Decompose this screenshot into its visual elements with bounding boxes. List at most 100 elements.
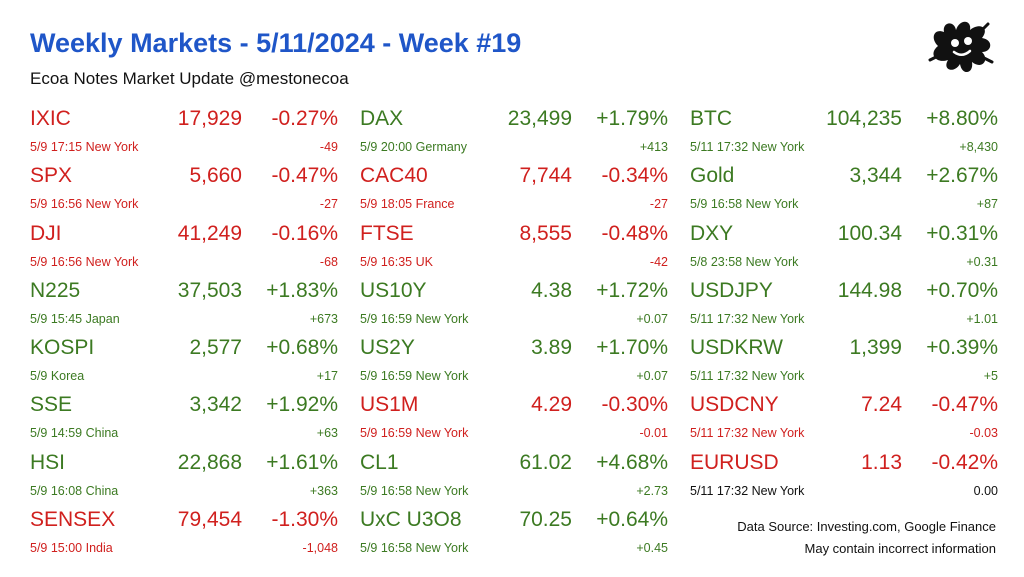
market-percent-change: -0.30% bbox=[601, 393, 668, 417]
market-timestamp: 5/8 23:58 New York bbox=[690, 254, 799, 269]
data-source-text: Data Source: Investing.com, Google Finan… bbox=[737, 519, 996, 534]
market-timestamp: 5/11 17:32 New York bbox=[690, 483, 805, 498]
market-item-us2y: US2Y 3.89 +1.70% 5/9 16:59 New York +0.07 bbox=[360, 333, 670, 390]
market-item-kospi: KOSPI 2,577 +0.68% 5/9 Korea +17 bbox=[30, 333, 340, 390]
market-timestamp: 5/9 16:58 New York bbox=[690, 197, 799, 212]
market-symbol: DJI bbox=[30, 221, 62, 245]
market-abs-change: -42 bbox=[649, 254, 668, 269]
market-price: 144.98 bbox=[837, 278, 902, 302]
market-timestamp: 5/9 16:08 China bbox=[30, 483, 119, 498]
market-symbol: USDKRW bbox=[690, 336, 783, 360]
market-symbol: KOSPI bbox=[30, 336, 95, 360]
market-abs-change: +87 bbox=[976, 197, 998, 212]
market-symbol: Gold bbox=[690, 164, 735, 188]
market-price: 8,555 bbox=[519, 221, 572, 245]
market-percent-change: -0.34% bbox=[601, 164, 668, 188]
market-symbol: CAC40 bbox=[360, 164, 428, 188]
market-item-usdcny: USDCNY 7.24 -0.47% 5/11 17:32 New York -0.03 bbox=[690, 390, 1000, 447]
market-item-spx: SPX 5,660 -0.47% 5/9 16:56 New York -27 bbox=[30, 161, 340, 218]
market-price: 22,868 bbox=[177, 450, 242, 474]
market-timestamp: 5/9 Korea bbox=[30, 369, 85, 384]
market-item-n225: N225 37,503 +1.83% 5/9 15:45 Japan +673 bbox=[30, 276, 340, 333]
market-price: 79,454 bbox=[177, 508, 242, 532]
ink-blot-face-icon bbox=[928, 21, 994, 73]
market-percent-change: +1.61% bbox=[266, 450, 338, 474]
market-percent-change: +0.39% bbox=[926, 336, 998, 360]
market-symbol: N225 bbox=[30, 278, 81, 302]
market-symbol: SENSEX bbox=[30, 508, 116, 532]
market-timestamp: 5/9 18:05 France bbox=[360, 197, 455, 212]
market-symbol: HSI bbox=[30, 450, 66, 474]
market-item-cac40: CAC40 7,744 -0.34% 5/9 18:05 France -27 bbox=[360, 161, 670, 218]
market-abs-change: +413 bbox=[639, 140, 668, 154]
market-symbol: DXY bbox=[690, 221, 734, 245]
market-percent-change: +4.68% bbox=[596, 450, 668, 474]
market-column-indices: IXIC 17,929 -0.27% 5/9 17:15 New York -49 SPX… bbox=[30, 104, 340, 562]
market-item-ixic: IXIC 17,929 -0.27% 5/9 17:15 New York -49 bbox=[30, 104, 340, 161]
market-timestamp: 5/9 20:00 Germany bbox=[360, 140, 468, 154]
market-abs-change: +1.01 bbox=[966, 311, 998, 326]
market-symbol: DAX bbox=[360, 107, 404, 130]
market-price: 37,503 bbox=[177, 278, 242, 302]
market-price: 104,235 bbox=[826, 107, 902, 130]
market-price: 4.29 bbox=[531, 393, 572, 417]
market-percent-change: +1.92% bbox=[266, 393, 338, 417]
market-timestamp: 5/9 16:58 New York bbox=[360, 483, 469, 498]
market-symbol: USDCNY bbox=[690, 393, 779, 417]
market-symbol: SPX bbox=[30, 164, 73, 188]
market-symbol: USDJPY bbox=[690, 278, 773, 302]
market-abs-change: +0.07 bbox=[636, 311, 668, 326]
market-abs-change: +673 bbox=[309, 311, 338, 326]
market-item-uxc-u3o8: UxC U3O8 70.25 +0.64% 5/9 16:58 New York +0.… bbox=[360, 505, 670, 562]
market-abs-change: -49 bbox=[319, 140, 338, 154]
market-item-dxy: DXY 100.34 +0.31% 5/8 23:58 New York +0.31 bbox=[690, 219, 1000, 276]
market-item-gold: Gold 3,344 +2.67% 5/9 16:58 New York +87 bbox=[690, 161, 1000, 218]
market-percent-change: +1.79% bbox=[596, 107, 668, 130]
market-percent-change: +0.31% bbox=[926, 221, 998, 245]
market-abs-change: -27 bbox=[649, 197, 668, 212]
market-percent-change: -0.47% bbox=[931, 393, 998, 417]
market-abs-change: +8,430 bbox=[959, 140, 998, 154]
market-price: 3,344 bbox=[849, 164, 902, 188]
market-price: 4.38 bbox=[531, 278, 572, 302]
market-timestamp: 5/9 16:59 New York bbox=[360, 426, 469, 441]
market-percent-change: +0.68% bbox=[266, 336, 338, 360]
market-abs-change: -68 bbox=[319, 254, 338, 269]
market-abs-change: -1,048 bbox=[302, 541, 338, 556]
market-item-dji: DJI 41,249 -0.16% 5/9 16:56 New York -68 bbox=[30, 219, 340, 276]
market-item-dax: DAX 23,499 +1.79% 5/9 20:00 Germany +413 bbox=[360, 104, 670, 161]
page-title: Weekly Markets - 5/11/2024 - Week #19 bbox=[30, 28, 522, 58]
market-price: 1.13 bbox=[861, 450, 902, 474]
market-timestamp: 5/11 17:32 New York bbox=[690, 140, 805, 154]
market-price: 7,744 bbox=[519, 164, 572, 188]
market-price: 3,342 bbox=[189, 393, 242, 417]
page-subtitle: Ecoa Notes Market Update @mestonecoa bbox=[30, 69, 349, 88]
market-symbol: SSE bbox=[30, 393, 73, 417]
market-percent-change: -1.30% bbox=[271, 508, 338, 532]
market-symbol: FTSE bbox=[360, 221, 414, 245]
market-abs-change: 0.00 bbox=[973, 483, 998, 498]
market-price: 70.25 bbox=[519, 508, 572, 532]
market-timestamp: 5/9 16:35 UK bbox=[360, 254, 433, 269]
market-item-us1m: US1M 4.29 -0.30% 5/9 16:59 New York -0.01 bbox=[360, 390, 670, 447]
market-timestamp: 5/9 14:59 China bbox=[30, 426, 119, 441]
market-abs-change: -0.01 bbox=[639, 426, 669, 441]
market-abs-change: +5 bbox=[983, 369, 998, 384]
market-timestamp: 5/9 17:15 New York bbox=[30, 140, 139, 154]
market-price: 1,399 bbox=[849, 336, 902, 360]
market-percent-change: +1.83% bbox=[266, 278, 338, 302]
market-symbol: BTC bbox=[690, 107, 732, 130]
market-abs-change: -27 bbox=[319, 197, 338, 212]
market-symbol: EURUSD bbox=[690, 450, 779, 474]
market-price: 61.02 bbox=[519, 450, 572, 474]
market-price: 41,249 bbox=[177, 221, 242, 245]
market-abs-change: +363 bbox=[309, 483, 338, 498]
market-timestamp: 5/9 15:45 Japan bbox=[30, 311, 120, 326]
market-item-cl1: CL1 61.02 +4.68% 5/9 16:58 New York +2.73 bbox=[360, 448, 670, 505]
market-column-europe-rates: DAX 23,499 +1.79% 5/9 20:00 Germany +413 CAC4… bbox=[360, 104, 670, 562]
market-timestamp: 5/11 17:32 New York bbox=[690, 426, 805, 441]
market-item-sensex: SENSEX 79,454 -1.30% 5/9 15:00 India -1,048 bbox=[30, 505, 340, 562]
market-price: 2,577 bbox=[189, 336, 242, 360]
market-percent-change: +0.64% bbox=[596, 508, 668, 532]
market-price: 5,660 bbox=[189, 164, 242, 188]
